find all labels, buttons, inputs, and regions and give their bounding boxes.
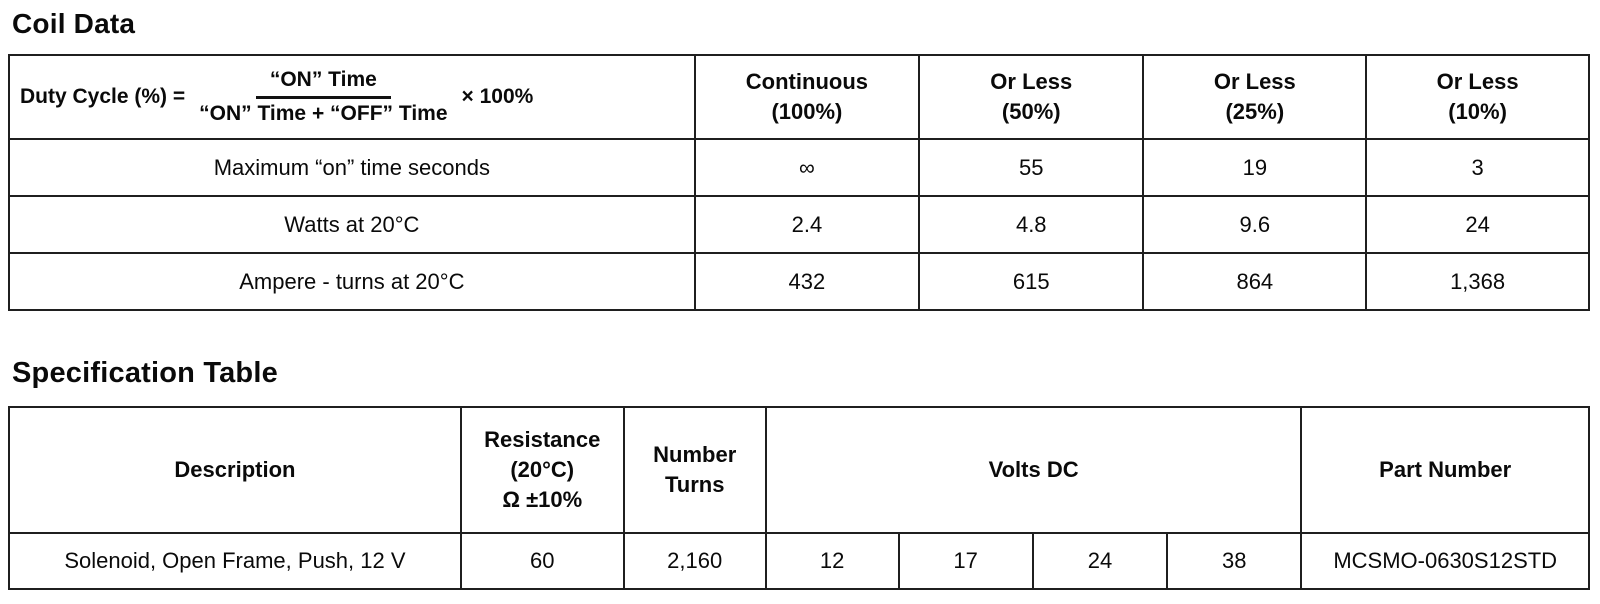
column-header-volts-dc: Volts DC: [764, 406, 1303, 534]
row-label: Watts at 20°C: [8, 195, 696, 254]
formula-numerator: “ON” Time: [255, 68, 391, 99]
cell-description: Solenoid, Open Frame, Push, 12 V: [8, 532, 462, 590]
cell-volts: 12: [764, 532, 900, 590]
cell-volts: 24: [1031, 532, 1169, 590]
cell-resistance: 60: [459, 532, 625, 590]
column-header-part-number: Part Number: [1300, 406, 1590, 534]
column-header-continuous-100: Continuous (100%): [693, 54, 921, 140]
cell-value: 1,368: [1365, 252, 1590, 311]
cell-value: 2.4: [693, 195, 921, 254]
column-header-orless-10: Or Less (10%): [1365, 54, 1590, 140]
coil-row-watts: Watts at 20°C 2.4 4.8 9.6 24: [8, 195, 1590, 254]
coil-row-max-on-time: Maximum “on” time seconds ∞ 55 19 3: [8, 138, 1590, 197]
cell-volts: 17: [897, 532, 1034, 590]
coil-data-table: Duty Cycle (%) = “ON” Time “ON” Time + “…: [8, 54, 1590, 311]
cell-value: 432: [693, 252, 921, 311]
cell-value: ∞: [693, 138, 921, 197]
formula-lhs: Duty Cycle (%) =: [20, 84, 186, 108]
spec-header-row: Description Resistance (20°C) Ω ±10% Num…: [8, 406, 1590, 534]
specification-table: Description Resistance (20°C) Ω ±10% Num…: [8, 406, 1590, 590]
coil-header-row: Duty Cycle (%) = “ON” Time “ON” Time + “…: [8, 54, 1590, 140]
coil-data-title: Coil Data: [12, 8, 136, 39]
cell-value: 55: [918, 138, 1145, 197]
cell-value: 4.8: [918, 195, 1145, 254]
cell-volts: 38: [1166, 532, 1303, 590]
column-header-orless-50: Or Less (50%): [918, 54, 1145, 140]
formula-denominator: “ON” Time + “OFF” Time: [199, 101, 448, 125]
specification-table-title: Specification Table: [12, 357, 278, 389]
cell-value: 615: [918, 252, 1145, 311]
duty-cycle-formula-cell: Duty Cycle (%) = “ON” Time “ON” Time + “…: [8, 54, 696, 140]
column-header-orless-25: Or Less (25%): [1142, 54, 1368, 140]
cell-number-turns: 2,160: [622, 532, 767, 590]
datasheet-page: Coil Data Duty Cycle (%) = “ON” Time “ON…: [8, 8, 1590, 590]
cell-value: 864: [1142, 252, 1368, 311]
cell-value: 24: [1365, 195, 1590, 254]
formula-fraction: “ON” Time “ON” Time + “OFF” Time: [199, 68, 447, 125]
column-header-resistance: Resistance (20°C) Ω ±10%: [459, 406, 625, 534]
coil-row-ampere-turns: Ampere - turns at 20°C 432 615 864 1,368: [8, 252, 1590, 311]
row-label: Maximum “on” time seconds: [8, 138, 696, 197]
row-label: Ampere - turns at 20°C: [8, 252, 696, 311]
cell-part-number: MCSMO-0630S12STD: [1300, 532, 1590, 590]
spec-row-solenoid: Solenoid, Open Frame, Push, 12 V 60 2,16…: [8, 532, 1590, 590]
cell-value: 9.6: [1142, 195, 1368, 254]
column-header-number-turns: Number Turns: [622, 406, 767, 534]
cell-value: 3: [1365, 138, 1590, 197]
cell-value: 19: [1142, 138, 1368, 197]
formula-multiplier: × 100%: [461, 84, 534, 108]
column-header-description: Description: [8, 406, 462, 534]
duty-cycle-formula: Duty Cycle (%) = “ON” Time “ON” Time + “…: [14, 68, 690, 125]
